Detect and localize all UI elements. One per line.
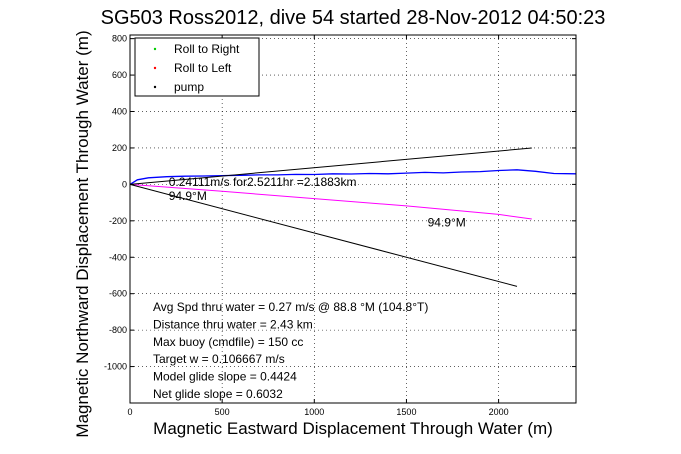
ticks-group: 0 500 1000 1500 20008006004002000-200-400-60… <box>104 34 576 417</box>
chart-title: SG503 Ross2012, dive 54 started 28-Nov-2… <box>101 7 606 29</box>
stats-line-2: Max buoy (cmdfile) = 150 cc <box>153 335 303 349</box>
y-tick-label: 400 <box>112 107 127 117</box>
y-tick-label: 200 <box>112 143 127 153</box>
y-tick-label: 0 <box>122 179 127 189</box>
y-tick-label: -600 <box>109 289 127 299</box>
x-tick-label: 1500 <box>396 407 416 417</box>
y-tick-label: -200 <box>109 216 127 226</box>
series-line-1 <box>129 183 532 220</box>
axes-frame <box>129 34 577 404</box>
legend-box <box>134 37 260 97</box>
y-tick-label: -800 <box>109 325 127 335</box>
annotation-2: 94.9°M <box>428 215 466 229</box>
legend-marker-1 <box>153 66 157 70</box>
y-tick-label: -1000 <box>104 362 127 372</box>
legend-label-2: pump <box>174 80 204 94</box>
y-axis-label: Magnetic Northward Displacement Through … <box>73 30 92 437</box>
annotation-0: 0.24111m/s for2.5211hr =2.1883km <box>169 175 357 189</box>
series-group <box>129 147 577 287</box>
series-line-2 <box>129 147 532 185</box>
legend: Roll to Right Roll to Left pump <box>134 37 260 97</box>
series-line-3 <box>129 183 518 287</box>
stats-line-4: Model glide slope = 0.4424 <box>153 370 297 384</box>
series-line-0 <box>129 169 577 185</box>
x-tick-label: 2000 <box>489 407 509 417</box>
y-tick-label: -400 <box>109 252 127 262</box>
legend-marker-2 <box>153 85 157 89</box>
stats-line-0: Avg Spd thru water = 0.27 m/s @ 88.8 °M … <box>153 300 428 314</box>
x-axis-label: Magnetic Eastward Displacement Through W… <box>153 419 553 438</box>
stats-block: Avg Spd thru water = 0.27 m/s @ 88.8 °M … <box>153 300 428 401</box>
legend-label-0: Roll to Right <box>174 42 240 56</box>
x-tick-label: 1000 <box>304 407 324 417</box>
x-tick-label: 500 <box>215 407 230 417</box>
stats-line-5: Net glide slope = 0.6032 <box>153 387 283 401</box>
y-tick-label: 600 <box>112 70 127 80</box>
legend-marker-0 <box>153 47 157 51</box>
legend-label-1: Roll to Left <box>174 61 232 75</box>
stats-line-1: Distance thru water = 2.43 km <box>153 317 313 331</box>
stats-line-3: Target w = 0.106667 m/s <box>153 352 285 366</box>
annotation-1: 94.9°M <box>169 189 207 203</box>
x-tick-label: 0 <box>127 407 132 417</box>
annotations-group: 0.24111m/s for2.5211hr =2.1883km94.9°M94… <box>169 175 466 229</box>
y-tick-label: 800 <box>112 34 127 44</box>
